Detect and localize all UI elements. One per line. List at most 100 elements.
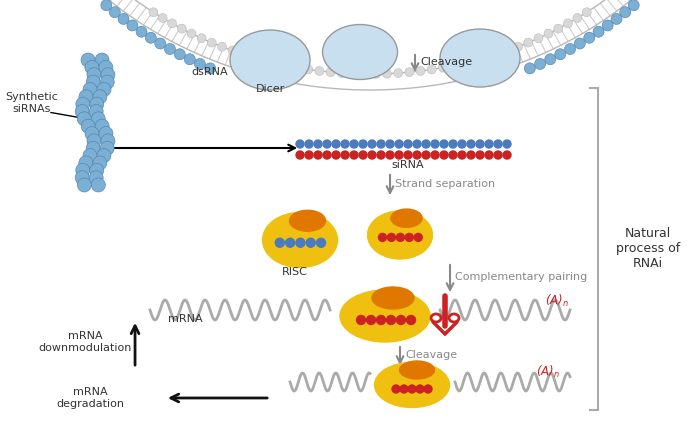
Circle shape bbox=[337, 68, 346, 78]
Circle shape bbox=[476, 151, 484, 159]
Circle shape bbox=[77, 112, 91, 126]
Text: Strand separation: Strand separation bbox=[395, 179, 495, 189]
Text: siRNAs: siRNAs bbox=[13, 104, 51, 114]
Circle shape bbox=[195, 59, 205, 70]
Circle shape bbox=[296, 238, 305, 247]
Circle shape bbox=[503, 151, 511, 159]
Text: Natural
process of
RNAi: Natural process of RNAi bbox=[616, 227, 680, 271]
Ellipse shape bbox=[391, 209, 422, 227]
Circle shape bbox=[83, 149, 97, 162]
Circle shape bbox=[341, 151, 349, 159]
Circle shape bbox=[350, 140, 358, 148]
Circle shape bbox=[405, 233, 413, 241]
Ellipse shape bbox=[440, 29, 520, 87]
Circle shape bbox=[95, 53, 109, 67]
Circle shape bbox=[260, 56, 269, 65]
Circle shape bbox=[167, 19, 176, 28]
Circle shape bbox=[228, 46, 237, 55]
Circle shape bbox=[149, 8, 158, 17]
Circle shape bbox=[75, 105, 89, 119]
Circle shape bbox=[326, 68, 335, 77]
Circle shape bbox=[395, 140, 403, 148]
Circle shape bbox=[89, 170, 103, 185]
Circle shape bbox=[377, 316, 386, 325]
Circle shape bbox=[79, 90, 93, 104]
Circle shape bbox=[158, 14, 167, 22]
Circle shape bbox=[493, 50, 502, 59]
Circle shape bbox=[514, 42, 522, 51]
Circle shape bbox=[534, 34, 543, 43]
Circle shape bbox=[89, 105, 103, 119]
Circle shape bbox=[427, 65, 436, 74]
Circle shape bbox=[87, 68, 101, 82]
Text: mRNA
downmodulation: mRNA downmodulation bbox=[38, 331, 132, 353]
Circle shape bbox=[461, 59, 469, 68]
Circle shape bbox=[118, 14, 129, 24]
Circle shape bbox=[367, 316, 375, 325]
Circle shape bbox=[386, 140, 394, 148]
Circle shape bbox=[356, 316, 365, 325]
Circle shape bbox=[408, 385, 416, 393]
Circle shape bbox=[349, 69, 358, 78]
Ellipse shape bbox=[230, 30, 310, 90]
Circle shape bbox=[503, 46, 512, 55]
Circle shape bbox=[440, 151, 448, 159]
Circle shape bbox=[81, 119, 95, 133]
Circle shape bbox=[467, 151, 475, 159]
Circle shape bbox=[304, 65, 313, 74]
Circle shape bbox=[316, 238, 326, 247]
Circle shape bbox=[95, 119, 109, 133]
Circle shape bbox=[197, 34, 206, 43]
Circle shape bbox=[414, 233, 422, 241]
Circle shape bbox=[395, 151, 403, 159]
Circle shape bbox=[97, 82, 111, 96]
Circle shape bbox=[386, 151, 394, 159]
Circle shape bbox=[535, 59, 545, 70]
Circle shape bbox=[377, 140, 385, 148]
Circle shape bbox=[174, 49, 186, 60]
Circle shape bbox=[424, 385, 432, 393]
Circle shape bbox=[387, 233, 395, 241]
Circle shape bbox=[90, 163, 104, 177]
Circle shape bbox=[97, 149, 111, 162]
Circle shape bbox=[305, 151, 313, 159]
Circle shape bbox=[296, 140, 304, 148]
Circle shape bbox=[449, 151, 457, 159]
Circle shape bbox=[249, 53, 258, 62]
Circle shape bbox=[332, 140, 340, 148]
Circle shape bbox=[565, 43, 575, 54]
Circle shape bbox=[83, 82, 97, 96]
Circle shape bbox=[85, 60, 99, 74]
Circle shape bbox=[101, 0, 112, 11]
Circle shape bbox=[602, 20, 613, 31]
Ellipse shape bbox=[374, 362, 449, 408]
Circle shape bbox=[136, 26, 147, 37]
Text: RISC: RISC bbox=[282, 267, 308, 277]
Circle shape bbox=[155, 38, 166, 49]
Text: dsRNA: dsRNA bbox=[192, 67, 228, 77]
Ellipse shape bbox=[368, 211, 433, 259]
Circle shape bbox=[476, 140, 484, 148]
Circle shape bbox=[416, 66, 425, 76]
Circle shape bbox=[407, 316, 416, 325]
Circle shape bbox=[85, 127, 99, 141]
Circle shape bbox=[86, 75, 100, 89]
Circle shape bbox=[400, 385, 408, 393]
Circle shape bbox=[574, 38, 585, 49]
Circle shape bbox=[524, 63, 536, 74]
Circle shape bbox=[109, 7, 120, 18]
Circle shape bbox=[127, 20, 138, 31]
Text: siRNA: siRNA bbox=[392, 160, 424, 170]
Ellipse shape bbox=[323, 24, 398, 79]
Circle shape bbox=[368, 140, 376, 148]
Circle shape bbox=[100, 141, 114, 155]
Circle shape bbox=[91, 178, 105, 192]
Ellipse shape bbox=[262, 213, 337, 268]
Circle shape bbox=[555, 49, 566, 60]
Circle shape bbox=[341, 140, 349, 148]
Circle shape bbox=[485, 151, 493, 159]
Circle shape bbox=[79, 156, 93, 170]
Circle shape bbox=[482, 53, 491, 62]
Circle shape bbox=[93, 90, 107, 104]
Circle shape bbox=[545, 54, 556, 65]
